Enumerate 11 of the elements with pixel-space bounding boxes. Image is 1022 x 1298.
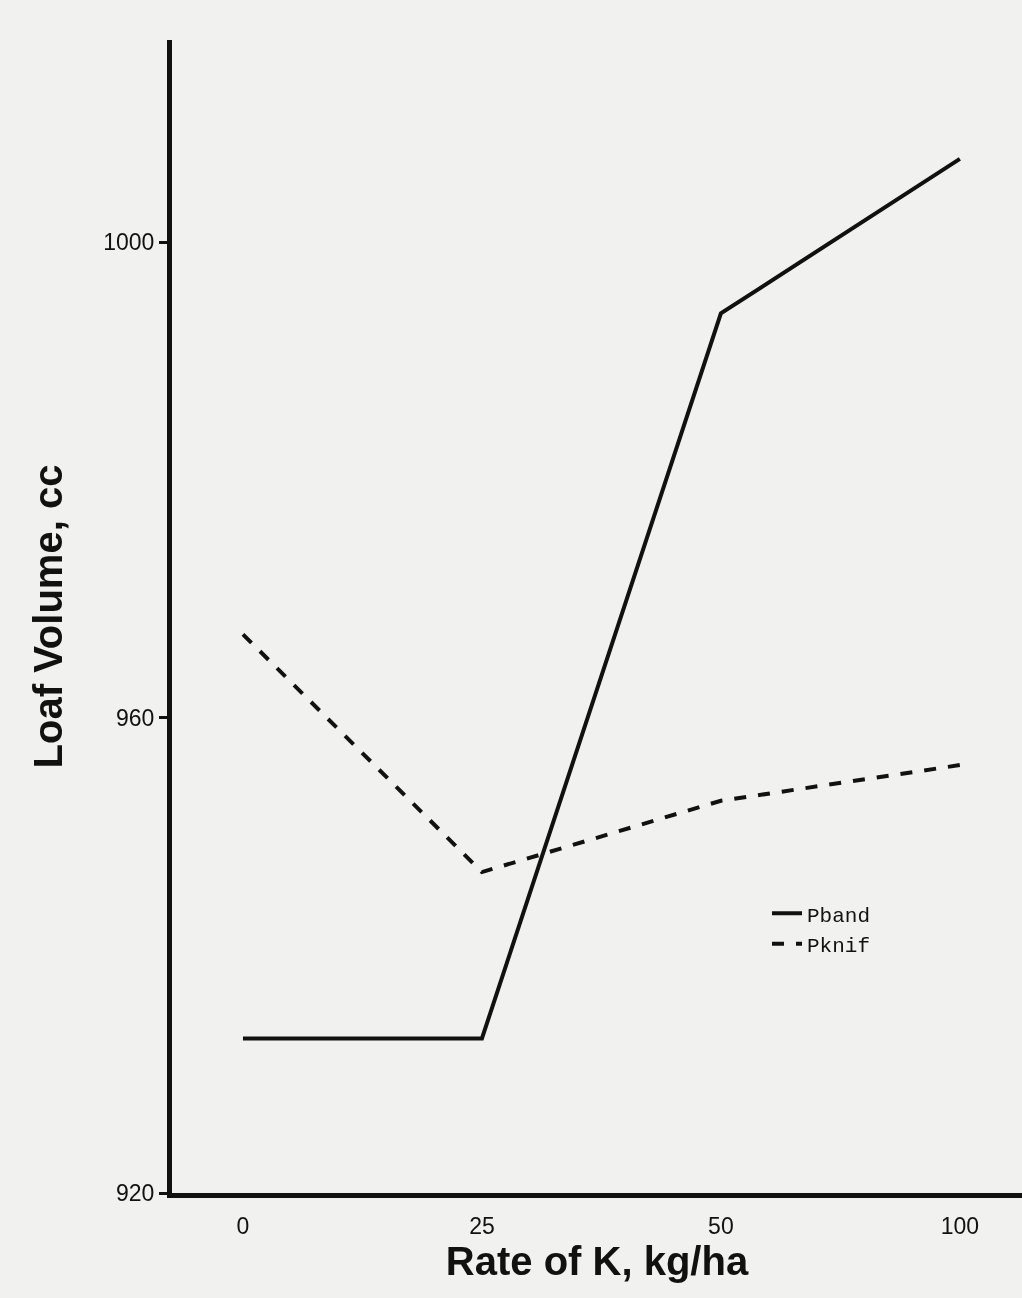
y-tick-label: 920 [116,1180,155,1207]
y-axis-title: Loaf Volume, cc [25,464,70,769]
x-tick-label: 25 [469,1212,495,1239]
legend-label: Pband [807,904,871,928]
x-tick-label: 50 [708,1212,734,1239]
x-tick-label: 0 [236,1212,250,1239]
y-tick-label: 960 [116,704,155,731]
legend-label: Pknif [807,934,871,958]
y-tick-label: 1000 [103,229,155,256]
x-axis-title: Rate of K, kg/ha [445,1238,749,1283]
x-tick-label: 100 [940,1212,980,1239]
